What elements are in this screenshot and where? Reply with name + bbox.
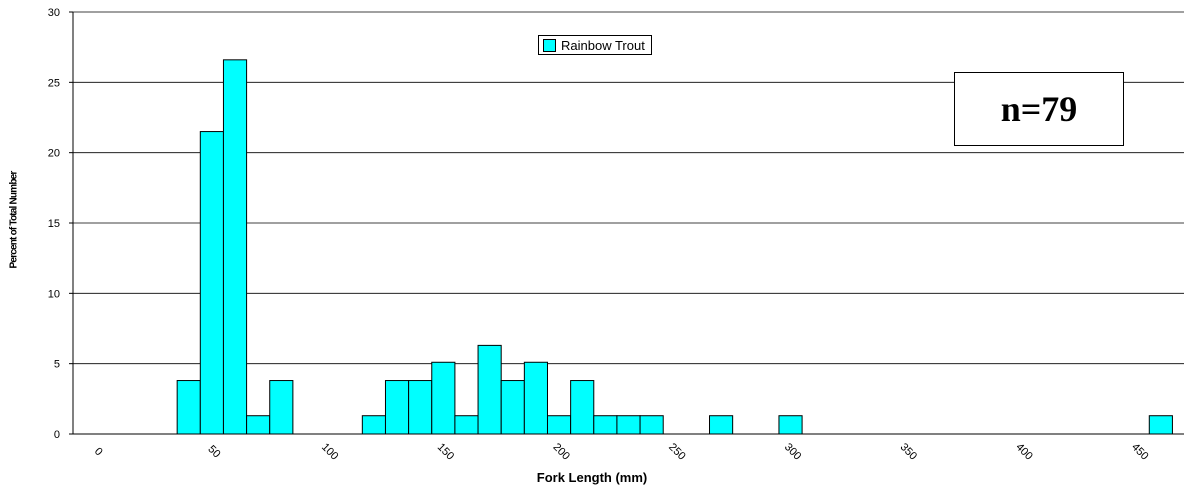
- histogram-bar: [639, 415, 664, 435]
- y-tick-label: 30: [48, 7, 60, 19]
- bars: [176, 59, 1173, 435]
- histogram-bar: [176, 380, 201, 435]
- histogram-bar: [616, 415, 641, 435]
- gridlines: [73, 11, 1184, 365]
- y-tick-label: 20: [48, 148, 60, 160]
- x-tick-label: 200: [550, 441, 571, 462]
- legend-swatch: [543, 38, 556, 52]
- histogram-bar: [408, 380, 433, 435]
- histogram-bar: [709, 415, 734, 435]
- x-tick-label: 350: [898, 441, 919, 462]
- histogram-bar: [199, 131, 224, 435]
- x-tick-label: 300: [782, 441, 803, 462]
- axes: [69, 11, 1184, 435]
- histogram-bar: [477, 344, 502, 435]
- histogram-bar: [570, 380, 595, 435]
- histogram-bar: [361, 415, 386, 435]
- histogram-bar: [546, 415, 572, 435]
- x-tick-labels: 0 50 100 150 200 250 300 350 400 450: [92, 441, 1151, 462]
- y-tick-label: 5: [54, 359, 60, 371]
- histogram-bar: [269, 380, 294, 435]
- sample-size-annotation: n=79: [954, 72, 1124, 146]
- y-tick-labels: 0 5 10 15 20 25 30: [48, 7, 60, 441]
- x-tick-label: 450: [1129, 441, 1150, 462]
- legend: Rainbow Trout: [538, 35, 652, 55]
- histogram-bar: [593, 415, 618, 435]
- x-tick-label: 150: [435, 441, 456, 462]
- y-tick-label: 25: [48, 77, 60, 89]
- y-tick-label: 0: [54, 429, 60, 441]
- histogram-bar: [246, 415, 271, 435]
- histogram-bar: [222, 59, 248, 435]
- x-tick-label: 400: [1013, 441, 1034, 462]
- y-axis-label: Percent of Total Number: [8, 171, 20, 269]
- histogram-bar: [384, 380, 410, 435]
- y-tick-label: 10: [48, 288, 60, 300]
- x-tick-label: 50: [205, 443, 222, 460]
- x-tick-label: 250: [666, 441, 687, 462]
- x-tick-label: 0: [92, 445, 105, 458]
- legend-label: Rainbow Trout: [561, 37, 645, 53]
- histogram-bar: [454, 415, 479, 435]
- histogram-bar: [778, 415, 803, 435]
- x-axis-label: Fork Length (mm): [536, 470, 648, 485]
- histogram-bar: [1148, 415, 1173, 435]
- histogram-bar: [431, 361, 456, 435]
- y-tick-label: 15: [48, 218, 60, 230]
- x-tick-label: 100: [319, 441, 340, 462]
- histogram-bar: [523, 361, 548, 435]
- y-axis-label-container: Percent of Total Number: [2, 120, 26, 320]
- histogram-bar: [500, 380, 525, 435]
